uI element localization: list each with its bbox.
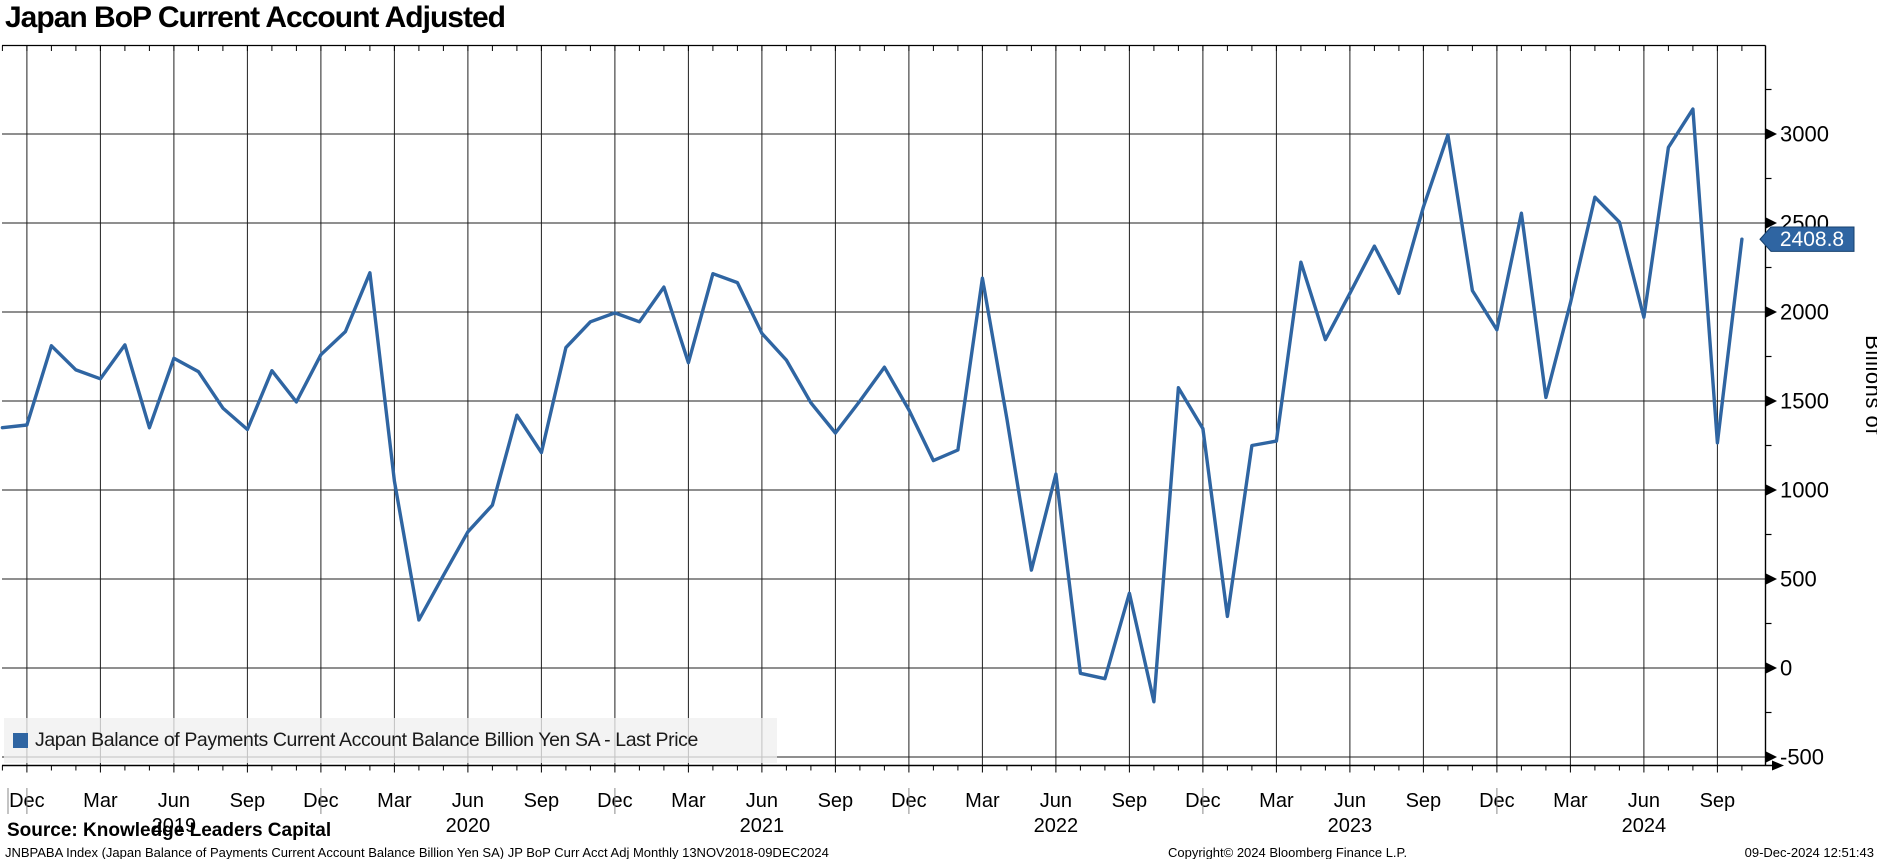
- y-tick-arrow-icon: [1766, 662, 1777, 674]
- y-tick-label: 0: [1780, 656, 1792, 681]
- y-tick-arrow-icon: [1766, 573, 1777, 585]
- last-price-value: 2408.8: [1780, 228, 1844, 251]
- x-tick-label: Mar: [83, 790, 118, 812]
- year-label: 2024: [1622, 815, 1667, 837]
- year-label: 2020: [446, 815, 491, 837]
- legend: Japan Balance of Payments Current Accoun…: [4, 718, 777, 763]
- x-tick-label: Jun: [1334, 790, 1366, 812]
- y-tick-label: 1000: [1780, 478, 1829, 503]
- x-tick-label: Mar: [1259, 790, 1294, 812]
- copyright: Copyright© 2024 Bloomberg Finance L.P.: [1168, 845, 1408, 859]
- x-tick-label: Jun: [158, 790, 190, 812]
- x-tick-label: Sep: [1112, 790, 1148, 812]
- x-tick-label: Jun: [452, 790, 484, 812]
- timestamp: 09-Dec-2024 12:51:43: [1744, 845, 1874, 859]
- y-tick-label: -500: [1780, 745, 1824, 770]
- y-tick-arrow-icon: [1766, 306, 1777, 318]
- x-tick-label: Sep: [1406, 790, 1442, 812]
- source-line: Source: Knowledge Leaders Capital: [7, 820, 332, 841]
- y-tick-arrow-icon: [1766, 217, 1777, 229]
- x-tick-label: Sep: [1700, 790, 1736, 812]
- y-tick-label: 2000: [1780, 300, 1829, 325]
- x-axis-arrow-icon: [1772, 760, 1784, 771]
- x-tick-label: Mar: [965, 790, 1000, 812]
- year-label: 2022: [1034, 815, 1079, 837]
- y-tick-label: 1500: [1780, 389, 1829, 414]
- x-tick-label: Jun: [1040, 790, 1072, 812]
- y-tick-arrow-icon: [1766, 751, 1777, 763]
- y-tick-label: 500: [1780, 567, 1817, 592]
- x-tick-label: Mar: [377, 790, 412, 812]
- year-label: 2021: [740, 815, 785, 837]
- x-tick-label: Jun: [1628, 790, 1660, 812]
- y-tick-arrow-icon: [1766, 128, 1777, 140]
- y-tick-arrow-icon: [1766, 484, 1777, 496]
- year-label: 2023: [1328, 815, 1373, 837]
- x-tick-label: Mar: [671, 790, 706, 812]
- x-tick-label: Jun: [746, 790, 778, 812]
- last-price-badge: [1759, 226, 1855, 252]
- security-description: JNBPABA Index (Japan Balance of Payments…: [5, 845, 829, 859]
- x-tick-label: Sep: [230, 790, 266, 812]
- y-tick-label: 3000: [1780, 122, 1829, 147]
- price-line[interactable]: [0, 107, 1744, 704]
- page-title: Japan BoP Current Account Adjusted: [5, 1, 506, 34]
- year-label: 2019: [152, 815, 197, 837]
- y-axis-unit-label: Billions of: [1861, 335, 1877, 435]
- x-tick-label: Sep: [818, 790, 854, 812]
- x-tick-label: Mar: [1553, 790, 1588, 812]
- x-tick-label: Sep: [524, 790, 560, 812]
- legend-label: Japan Balance of Payments Current Accoun…: [35, 729, 698, 751]
- legend-swatch-icon: [13, 733, 28, 748]
- y-tick-arrow-icon: [1766, 395, 1777, 407]
